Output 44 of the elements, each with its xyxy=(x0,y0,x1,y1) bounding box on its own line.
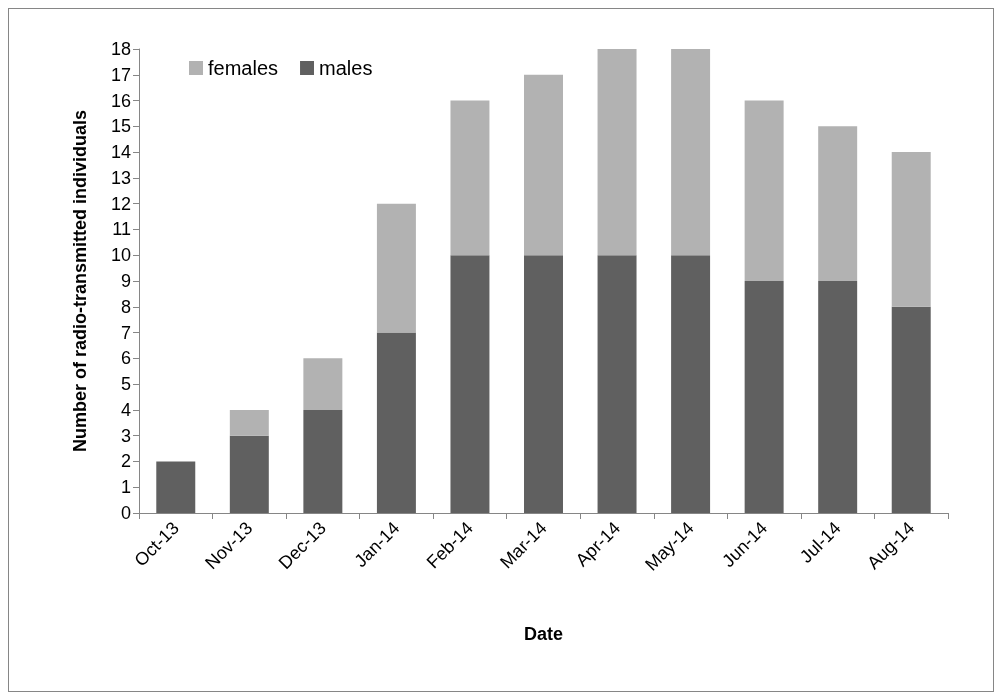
bar xyxy=(229,409,269,436)
y-tick-label: 6 xyxy=(120,348,131,369)
bar xyxy=(229,435,269,513)
x-axis-title: Date xyxy=(523,624,564,644)
y-tick-label: 9 xyxy=(120,271,131,291)
legend-label: males xyxy=(319,57,373,79)
y-tick-label: 7 xyxy=(120,322,131,343)
y-tick-label: 15 xyxy=(110,116,131,137)
y-tick-label: 16 xyxy=(110,90,131,111)
bar xyxy=(597,255,637,513)
y-tick-label: 8 xyxy=(120,296,131,317)
bar xyxy=(376,203,416,333)
bar xyxy=(156,461,196,513)
y-tick-label: 17 xyxy=(110,64,131,85)
bar xyxy=(744,100,784,281)
bar xyxy=(303,409,343,513)
y-tick-label: 10 xyxy=(110,245,131,266)
bar xyxy=(891,306,931,513)
y-tick-label: 2 xyxy=(120,451,131,472)
bar xyxy=(671,255,711,513)
y-tick-label: 12 xyxy=(110,193,131,214)
bar xyxy=(376,332,416,513)
bar xyxy=(597,49,637,256)
bar xyxy=(818,126,858,281)
y-tick-label: 18 xyxy=(110,39,131,59)
bar xyxy=(303,358,343,410)
y-tick-label: 11 xyxy=(112,219,131,240)
y-tick-label: 14 xyxy=(110,142,131,163)
bar xyxy=(450,255,490,513)
bar xyxy=(671,49,711,256)
y-tick-label: 0 xyxy=(120,503,131,523)
bar xyxy=(891,152,931,307)
bar xyxy=(744,281,784,513)
bar xyxy=(450,100,490,256)
y-tick-label: 5 xyxy=(120,374,131,395)
bar xyxy=(818,281,858,513)
bar xyxy=(524,255,563,513)
y-tick-label: 1 xyxy=(120,477,131,498)
legend-label: females xyxy=(208,57,279,79)
y-tick-label: 3 xyxy=(120,425,131,446)
y-tick-label: 4 xyxy=(120,399,131,420)
y-axis-title: Number of radio-transmitted individuals xyxy=(70,109,90,453)
bar xyxy=(524,74,563,256)
y-tick-label: 13 xyxy=(110,167,131,188)
